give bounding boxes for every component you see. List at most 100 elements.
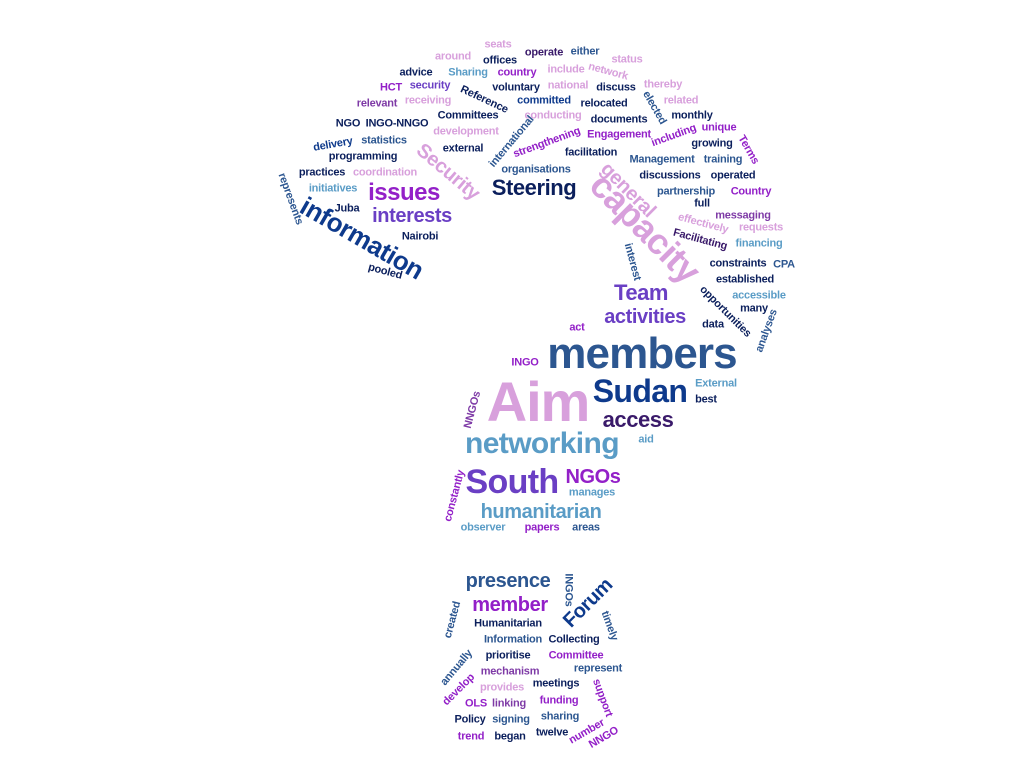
word-support: support xyxy=(590,677,615,719)
word-operate: operate xyxy=(524,46,564,59)
word-partnership: partnership xyxy=(656,185,716,198)
word-sharing: Sharing xyxy=(448,66,488,79)
word-constantly: constantly xyxy=(441,468,468,523)
word-networking: networking xyxy=(464,427,620,460)
word-development: development xyxy=(433,125,499,138)
word-facilitation: facilitation xyxy=(564,146,618,159)
word-juba: Juba xyxy=(334,202,360,215)
word-offices: offices xyxy=(483,54,517,67)
word-best: best xyxy=(695,393,717,406)
word-papers: papers xyxy=(524,521,560,534)
word-committee: Committee xyxy=(548,649,604,662)
word-thereby: thereby xyxy=(643,78,683,91)
word-represent: represent xyxy=(573,662,623,675)
word-management: Management xyxy=(629,153,695,166)
word-programming: programming xyxy=(328,150,398,163)
word-ngo: NGO xyxy=(335,117,361,130)
word-security: security xyxy=(409,79,451,92)
word-external: External xyxy=(695,377,737,390)
word-sharing: sharing xyxy=(540,710,580,723)
word-team: Team xyxy=(613,280,669,305)
word-relevant: relevant xyxy=(356,97,398,110)
word-activities: activities xyxy=(604,306,686,328)
word-established: established xyxy=(715,273,775,286)
word-national: national xyxy=(547,79,589,92)
word-areas: areas xyxy=(572,521,600,534)
word-interests: interests xyxy=(372,205,452,227)
word-manages: manages xyxy=(568,486,616,499)
word-funding: funding xyxy=(539,694,579,707)
word-linking: linking xyxy=(492,697,526,710)
word-analyses: analyses xyxy=(753,307,780,354)
word-committed: committed xyxy=(517,94,571,107)
word-statistics: statistics xyxy=(361,134,407,147)
word-receiving: receiving xyxy=(404,94,452,107)
word-information: Information xyxy=(483,633,543,646)
word-voluntary: voluntary xyxy=(492,81,540,94)
word-twelve: twelve xyxy=(535,726,569,739)
word-either: either xyxy=(570,45,600,58)
word-nngos: NNGOs xyxy=(461,389,484,430)
word-nairobi: Nairobi xyxy=(401,230,439,243)
word-provides: provides xyxy=(479,681,525,694)
word-presence: presence xyxy=(465,570,551,592)
word-issues: issues xyxy=(368,179,440,206)
word-trend: trend xyxy=(457,730,485,743)
word-seats: seats xyxy=(484,38,512,51)
word-full: full xyxy=(694,197,710,210)
word-external: external xyxy=(442,142,484,155)
word-country: country xyxy=(497,66,537,79)
word-messaging: messaging xyxy=(715,209,771,222)
word-represents: represents xyxy=(275,171,306,227)
word-observer: observer xyxy=(460,521,506,534)
word-country: Country xyxy=(730,185,772,198)
word-constraints: constraints xyxy=(709,257,767,270)
word-members: members xyxy=(547,329,737,378)
word-unique: unique xyxy=(701,121,737,134)
word-humanitarian: Humanitarian xyxy=(474,617,542,630)
word-policy: Policy xyxy=(454,713,486,726)
word-ingo: INGO xyxy=(511,356,539,369)
word-ingos: INGOs xyxy=(562,573,575,607)
word-operated: operated xyxy=(710,169,756,182)
word-initiatives: initiatives xyxy=(308,182,358,195)
word-collecting: Collecting xyxy=(548,633,600,646)
word-discuss: discuss xyxy=(596,81,636,94)
word-discussions: discussions xyxy=(639,169,701,182)
word-ingo-nngo: INGO-NNGO xyxy=(365,117,429,130)
word-financing: financing xyxy=(735,237,783,250)
word-created: created xyxy=(441,600,464,640)
word-began: began xyxy=(494,730,526,743)
word-timely: timely xyxy=(598,609,621,643)
word-ols: OLS xyxy=(465,697,487,710)
word-training: training xyxy=(703,153,743,166)
word-monthly: monthly xyxy=(671,109,713,122)
word-access: access xyxy=(602,407,674,432)
word-organisations: organisations xyxy=(501,163,571,176)
word-ngos: NGOs xyxy=(565,466,621,488)
word-include: include xyxy=(547,63,585,76)
word-aim: Aim xyxy=(486,370,591,433)
word-meetings: meetings xyxy=(532,677,580,690)
word-engagement: Engagement xyxy=(587,128,651,141)
word-act: act xyxy=(569,321,585,334)
word-advice: advice xyxy=(399,66,433,79)
word-hct: HCT xyxy=(380,81,402,94)
word-conducting: conducting xyxy=(524,109,582,122)
word-signing: signing xyxy=(492,713,530,726)
word-relocated: relocated xyxy=(580,97,628,110)
word-requests: requests xyxy=(738,221,784,234)
word-sudan: Sudan xyxy=(592,373,688,409)
word-prioritise: prioritise xyxy=(485,649,531,662)
word-mechanism: mechanism xyxy=(480,665,540,678)
word-humanitarian: humanitarian xyxy=(480,501,602,523)
word-status: status xyxy=(611,53,643,66)
word-coordination: coordination xyxy=(353,166,417,179)
word-data: data xyxy=(702,318,724,331)
word-growing: growing xyxy=(691,137,733,150)
word-south: South xyxy=(465,463,560,501)
word-around: around xyxy=(435,50,471,63)
word-documents: documents xyxy=(590,113,648,126)
word-aid: aid xyxy=(638,433,654,446)
